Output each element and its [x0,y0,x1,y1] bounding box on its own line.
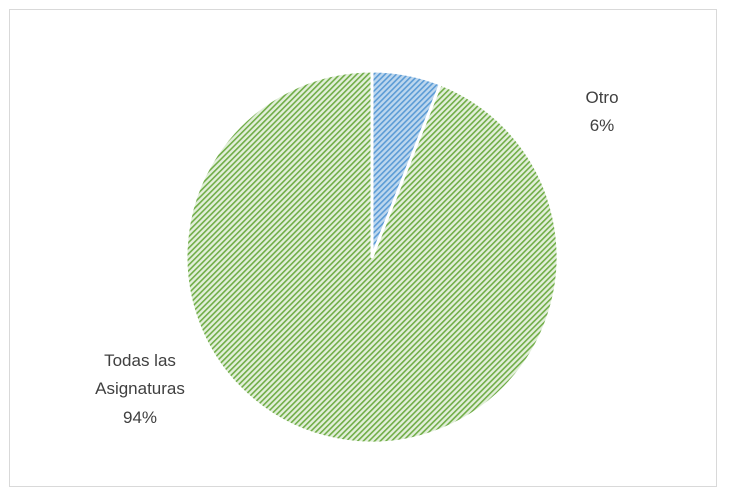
slice-label-todas-line2: Asignaturas [95,379,185,398]
pie-slice-todas-las-asignaturas [184,69,560,445]
slice-label-todas-line1: Todas las [104,351,176,370]
slice-label-todas-percent: 94% [123,408,157,427]
labels-layer: Otro 6% Todas las Asignaturas 94% [95,88,618,427]
slices-layer [184,69,560,445]
slice-label-otro-category: Otro [585,88,618,107]
slice-label-otro-percent: 6% [590,116,615,135]
